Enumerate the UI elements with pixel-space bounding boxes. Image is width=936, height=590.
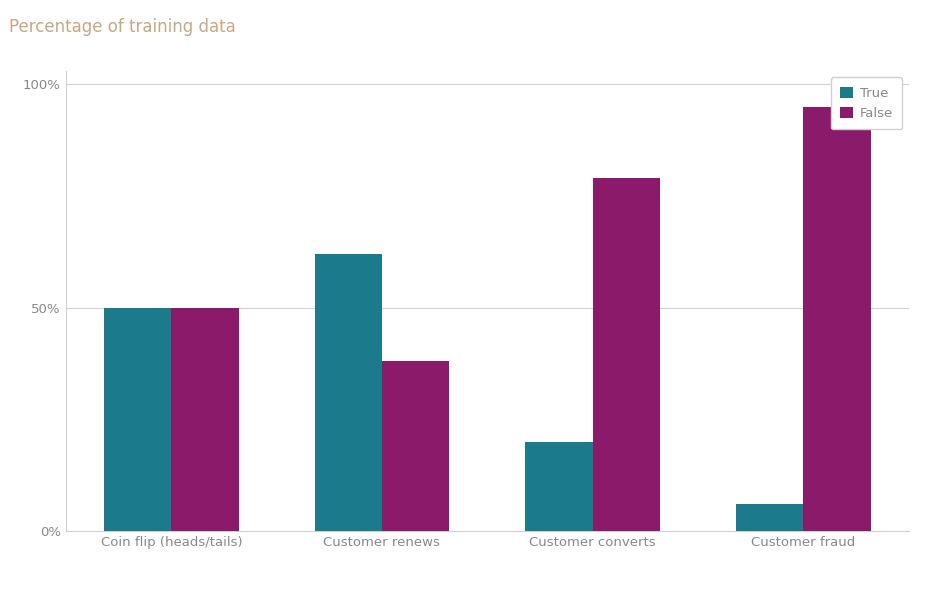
Bar xyxy=(314,254,382,531)
Bar xyxy=(802,107,870,531)
Bar xyxy=(592,178,659,531)
Legend: True, False: True, False xyxy=(830,77,901,129)
Bar xyxy=(382,361,449,531)
Bar xyxy=(735,504,802,531)
Bar xyxy=(104,307,171,531)
Text: Percentage of training data: Percentage of training data xyxy=(9,18,236,36)
Bar xyxy=(524,442,592,531)
Bar xyxy=(171,307,239,531)
